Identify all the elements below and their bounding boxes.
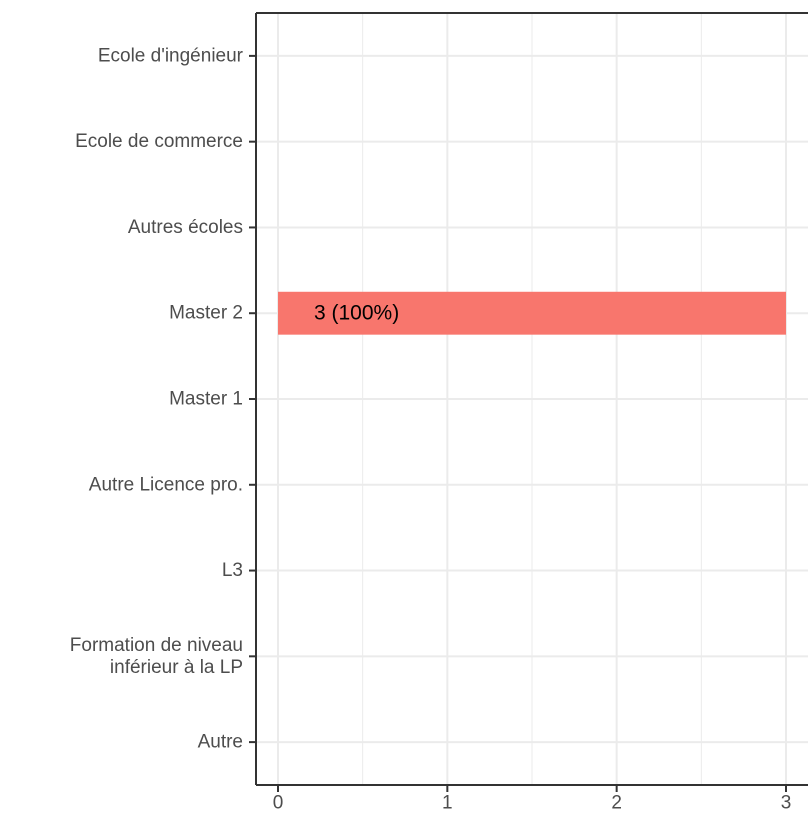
y-tick-label: Autre: [198, 732, 243, 753]
y-tick-label: Formation de niveau: [70, 635, 243, 656]
data-labels: 3 (100%): [314, 302, 399, 325]
y-tick-label: Ecole d'ingénieur: [98, 45, 244, 66]
y-axis: Ecole d'ingénieur Ecole de commerce Autres…: [70, 45, 256, 753]
y-tick-label: Master 2: [169, 303, 243, 324]
x-tick-label: 3: [781, 793, 792, 814]
bars: [278, 291, 786, 335]
bar: [278, 291, 786, 335]
x-tick-label: 2: [611, 793, 622, 814]
y-tick-label: L3: [222, 560, 243, 581]
grid: [256, 13, 808, 785]
y-tick-label: Ecole de commerce: [75, 131, 243, 152]
bar-data-label: 3 (100%): [314, 302, 399, 325]
y-tick-label: inférieur à la LP: [110, 657, 243, 678]
y-tick-label: Master 1: [169, 389, 243, 410]
y-tick-label: Autres écoles: [128, 217, 243, 238]
x-axis: 0 1 2 3: [273, 785, 792, 814]
x-tick-label: 0: [273, 793, 284, 814]
y-tick-label: Autre Licence pro.: [89, 474, 243, 495]
x-tick-label: 1: [442, 793, 453, 814]
